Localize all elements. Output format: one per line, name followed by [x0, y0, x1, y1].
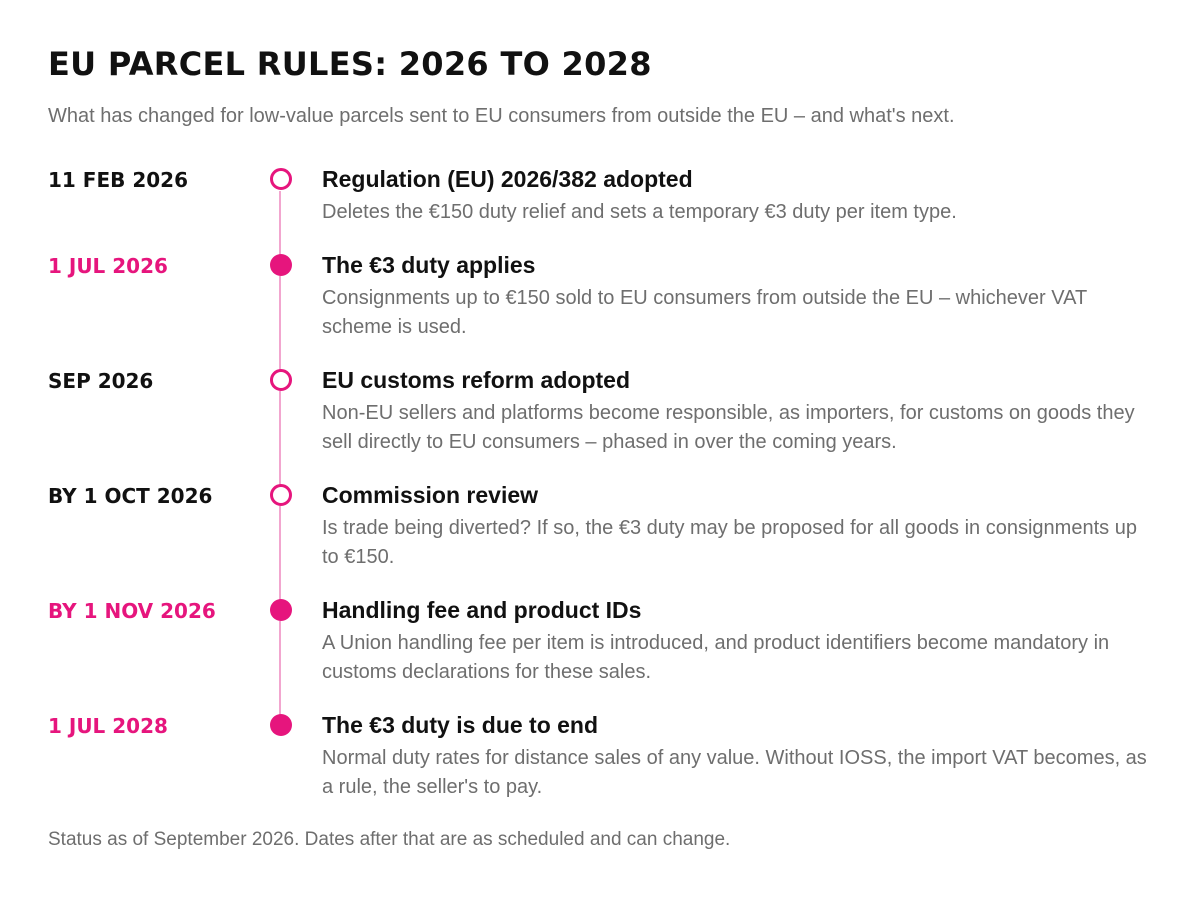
- timeline-connector: [279, 391, 281, 492]
- event-description: Deletes the €150 duty relief and sets a …: [322, 201, 957, 223]
- event-title: Handling fee and product IDs: [322, 597, 642, 623]
- event-date: SEP 2026: [48, 369, 154, 393]
- event-title: Commission review: [322, 482, 539, 508]
- event-title: The €3 duty is due to end: [322, 712, 599, 738]
- open-circle-marker-icon: [270, 369, 292, 391]
- event-description: Is trade being diverted? If so, the €3 d…: [322, 517, 1137, 568]
- event-description: A Union handling fee per item is introdu…: [322, 632, 1110, 683]
- filled-circle-marker-icon: [270, 599, 292, 621]
- event-date: 1 JUL 2026: [48, 254, 168, 278]
- event-title: The €3 duty applies: [322, 252, 536, 278]
- timeline-connector: [279, 621, 281, 721]
- event-title: EU customs reform adopted: [322, 367, 630, 393]
- footer-note: Status as of September 2026. Dates after…: [48, 829, 731, 850]
- filled-circle-marker-icon: [270, 714, 292, 736]
- page-title: EU PARCEL RULES: 2026 TO 2028: [48, 45, 652, 83]
- page-subtitle: What has changed for low-value parcels s…: [48, 105, 955, 127]
- timeline-connector: [279, 191, 281, 262]
- event-description: Consignments up to €150 sold to EU consu…: [322, 287, 1087, 338]
- event-title: Regulation (EU) 2026/382 adopted: [322, 166, 693, 192]
- open-circle-marker-icon: [270, 484, 292, 506]
- timeline-connector: [279, 506, 281, 606]
- filled-circle-marker-icon: [270, 254, 292, 276]
- event-date: BY 1 NOV 2026: [48, 599, 216, 623]
- timeline-connector: [279, 276, 281, 376]
- event-date: 11 FEB 2026: [48, 168, 188, 192]
- event-description: Non-EU sellers and platforms become resp…: [322, 402, 1135, 453]
- open-circle-marker-icon: [270, 168, 292, 190]
- event-description: Normal duty rates for distance sales of …: [322, 747, 1147, 798]
- event-date: 1 JUL 2028: [48, 714, 168, 738]
- event-date: BY 1 OCT 2026: [48, 484, 213, 508]
